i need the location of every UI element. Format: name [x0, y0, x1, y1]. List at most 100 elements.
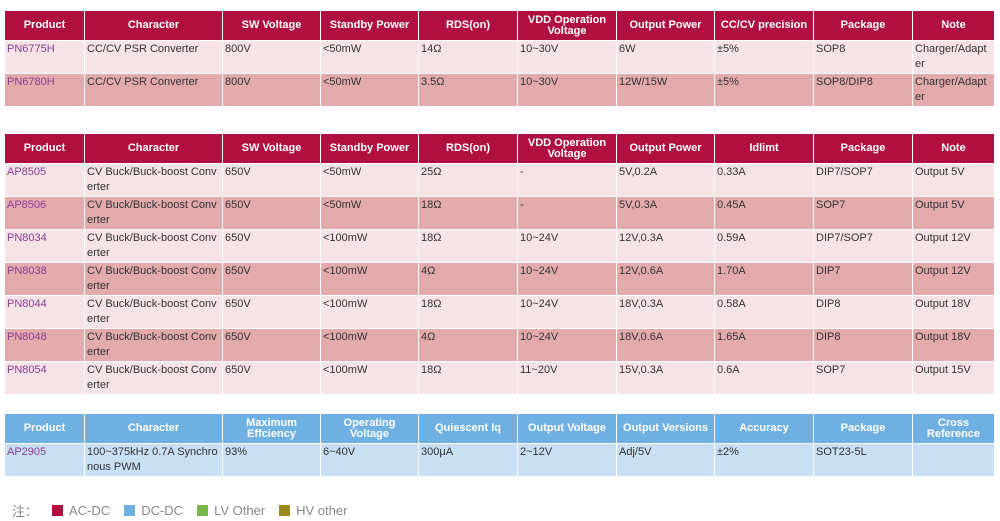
column-header: Accuracy [714, 413, 814, 444]
table-cell: 0.59A [714, 229, 814, 263]
table-cell: ±5% [714, 40, 814, 74]
column-header: Package [813, 133, 913, 164]
table-cell: - [517, 196, 617, 230]
product-link[interactable]: PN8038 [4, 262, 85, 296]
product-link[interactable]: PN8054 [4, 361, 85, 395]
legend-item-label: DC-DC [141, 503, 184, 518]
table-cell: SOP8/DIP8 [813, 73, 913, 107]
table-row: PN6775H CC/CV PSR Converter 800V <50mW 14Ω 10… [4, 40, 995, 74]
table-cell: 650V [222, 196, 321, 230]
table-cell: <50mW [320, 73, 419, 107]
legend-item-dc-dc[interactable]: DC-DC [124, 503, 183, 518]
table-cell: 10~30V [517, 40, 617, 74]
column-header: Operating Voltage [320, 413, 419, 444]
column-header: VDD Operation Voltage [517, 10, 617, 41]
dc-dc-swatch [124, 505, 136, 516]
table-cell: Output 18V [912, 328, 995, 362]
product-link[interactable]: PN8044 [4, 295, 85, 329]
column-header: Note [912, 10, 995, 41]
table-cell: DIP7/SOP7 [813, 229, 913, 263]
table-cell: <100mW [320, 328, 419, 362]
legend-item-label: AC-DC [69, 503, 111, 518]
table-cell: Charger/Adapter [912, 73, 995, 107]
column-header: Maximum Effciency [222, 413, 321, 444]
table-cell: 11~20V [517, 361, 617, 395]
table-row: AP8505 CV Buck/Buck-boost Converter 650V <5… [4, 163, 995, 197]
product-link[interactable]: PN6775H [4, 40, 85, 74]
table-cell: 0.58A [714, 295, 814, 329]
column-header: Standby Power [320, 10, 419, 41]
table-row: PN8048 CV Buck/Buck-boost Converter 650V <1… [4, 328, 995, 362]
table-cell: 4Ω [418, 328, 518, 362]
column-header: RDS(on) [418, 10, 518, 41]
ac-dc-swatch [52, 505, 64, 516]
column-header: RDS(on) [418, 133, 518, 164]
legend-item-lv-other[interactable]: LV Other [197, 503, 265, 518]
table-cell: 12V,0.6A [616, 262, 715, 296]
column-header: Output Power [616, 133, 715, 164]
table-cell: 18Ω [418, 295, 518, 329]
table-cell: ±5% [714, 73, 814, 107]
table-cell: DIP8 [813, 328, 913, 362]
table-cell: 18V,0.3A [616, 295, 715, 329]
legend-item-label: HV other [296, 503, 348, 518]
table-cell: 1.70A [714, 262, 814, 296]
ac-dc-psr-table: Product Character SW Voltage Standby Power R… [4, 10, 995, 107]
lv-other-swatch [197, 505, 209, 516]
table-header-row: Product Character Maximum Effciency Operati… [4, 413, 995, 444]
legend-label: 注： [12, 504, 39, 519]
table-cell: DIP7/SOP7 [813, 163, 913, 197]
column-header: Product [4, 10, 85, 41]
table-cell: ±2% [714, 443, 814, 477]
table-cell: 10~24V [517, 328, 617, 362]
table-cell: 18Ω [418, 196, 518, 230]
table-cell: 300μA [418, 443, 518, 477]
column-header: CC/CV precision [714, 10, 814, 41]
legend-item-label: LV Other [214, 503, 266, 518]
table-cell: 650V [222, 361, 321, 395]
table-cell: 6~40V [320, 443, 419, 477]
column-header: SW Voltage [222, 133, 321, 164]
column-header: Product [4, 413, 85, 444]
table-cell: 10~24V [517, 295, 617, 329]
table-row: PN8044 CV Buck/Buck-boost Converter 650V <1… [4, 295, 995, 329]
column-header: Product [4, 133, 85, 164]
product-link[interactable]: AP2905 [4, 443, 85, 477]
column-header: Cross Reference [912, 413, 995, 444]
table-cell: <50mW [320, 163, 419, 197]
table-cell: CC/CV PSR Converter [84, 73, 223, 107]
table-cell: SOT23-5L [813, 443, 913, 477]
product-link[interactable]: AP8506 [4, 196, 85, 230]
table-cell: Output 18V [912, 295, 995, 329]
legend-item-hv-other[interactable]: HV other [279, 503, 347, 518]
table-cell: <100mW [320, 295, 419, 329]
table-cell: 800V [222, 40, 321, 74]
table-cell: CV Buck/Buck-boost Converter [84, 295, 223, 329]
table-cell: <50mW [320, 40, 419, 74]
table-cell: 18Ω [418, 229, 518, 263]
column-header: Character [84, 413, 223, 444]
table-header-row: Product Character SW Voltage Standby Power R… [4, 133, 995, 164]
ac-dc-buck-table: Product Character SW Voltage Standby Power R… [4, 133, 995, 395]
table-cell: Charger/Adapter [912, 40, 995, 74]
product-link[interactable]: PN6780H [4, 73, 85, 107]
table-cell: SOP7 [813, 361, 913, 395]
table-row: AP8506 CV Buck/Buck-boost Converter 650V <5… [4, 196, 995, 230]
column-header: Package [813, 10, 913, 41]
table-cell: CV Buck/Buck-boost Converter [84, 196, 223, 230]
table-cell: 12V,0.3A [616, 229, 715, 263]
table-cell: 5V,0.2A [616, 163, 715, 197]
table-cell [912, 443, 995, 477]
product-link[interactable]: AP8505 [4, 163, 85, 197]
table-cell: 18V,0.6A [616, 328, 715, 362]
table-cell: SOP8 [813, 40, 913, 74]
table-cell: 18Ω [418, 361, 518, 395]
product-link[interactable]: PN8034 [4, 229, 85, 263]
table-cell: 650V [222, 328, 321, 362]
table-cell: 650V [222, 262, 321, 296]
product-link[interactable]: PN8048 [4, 328, 85, 362]
table-cell: 6W [616, 40, 715, 74]
legend-item-ac-dc[interactable]: AC-DC [52, 503, 110, 518]
table-cell: CV Buck/Buck-boost Converter [84, 328, 223, 362]
table-cell: CV Buck/Buck-boost Converter [84, 163, 223, 197]
